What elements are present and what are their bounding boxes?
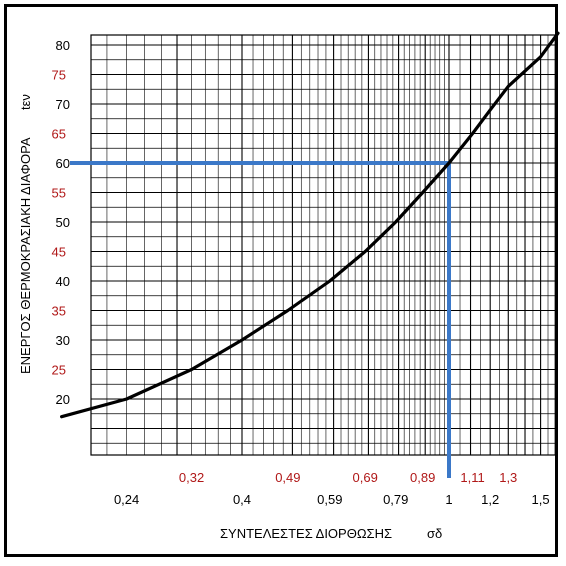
y-axis-title: ΕΝΕΡΓΟΣ ΘΕΡΜΟΚΡΑΣΙΑΚΗ ΔΙΑΦΟΡΑ [18, 137, 33, 374]
x-tick-label-upper: 1,3 [499, 470, 517, 485]
guide-lines [70, 161, 451, 478]
x-tick-label-lower: 1,2 [481, 492, 499, 507]
y-axis-symbol: tεν [18, 94, 33, 110]
y-tick-label: 45 [52, 245, 66, 260]
curve-layer [60, 31, 560, 419]
y-tick-label: 80 [56, 38, 70, 53]
x-tick-label-lower: 0,79 [383, 492, 408, 507]
x-axis-title: ΣΥΝΤΕΛΕΣΤΕΣ ΔΙΟΡΘΩΣΗΣ [220, 526, 392, 541]
x-tick-label-upper: 0,49 [275, 470, 300, 485]
y-tick-label: 75 [52, 68, 66, 83]
x-tick-labels: 0,32 0,49 0,69 0,89 1,11 1,3 0,24 0,4 0,59 0,79 1 1… [114, 470, 550, 507]
x-tick-label-upper: 1,11 [460, 470, 484, 485]
y-tick-label: 20 [56, 392, 70, 407]
x-tick-label-lower: 0,24 [114, 492, 139, 507]
y-tick-label: 65 [52, 127, 66, 142]
x-tick-label-lower: 1 [445, 492, 452, 507]
x-tick-label-upper: 0,32 [179, 470, 204, 485]
y-tick-label: 40 [56, 274, 70, 289]
x-tick-label-lower: 0,59 [317, 492, 342, 507]
y-tick-label: 60 [56, 156, 70, 171]
chart-grid [90, 34, 557, 456]
x-axis-symbol: σδ [427, 526, 442, 541]
y-tick-label: 25 [52, 363, 66, 378]
y-tick-label: 30 [56, 333, 70, 348]
y-tick-label: 35 [52, 304, 66, 319]
data-curve [60, 31, 560, 419]
x-tick-label-upper: 0,89 [410, 470, 435, 485]
y-tick-label: 50 [56, 215, 70, 230]
y-tick-label: 55 [52, 186, 66, 201]
x-tick-label-lower: 0,4 [233, 492, 251, 507]
x-tick-label-lower: 1,5 [532, 492, 550, 507]
y-tick-label: 70 [56, 97, 70, 112]
x-tick-label-upper: 0,69 [353, 470, 378, 485]
plot-area [90, 34, 557, 456]
y-tick-labels: 80 75 70 65 60 55 50 45 40 35 30 25 20 [52, 38, 70, 407]
